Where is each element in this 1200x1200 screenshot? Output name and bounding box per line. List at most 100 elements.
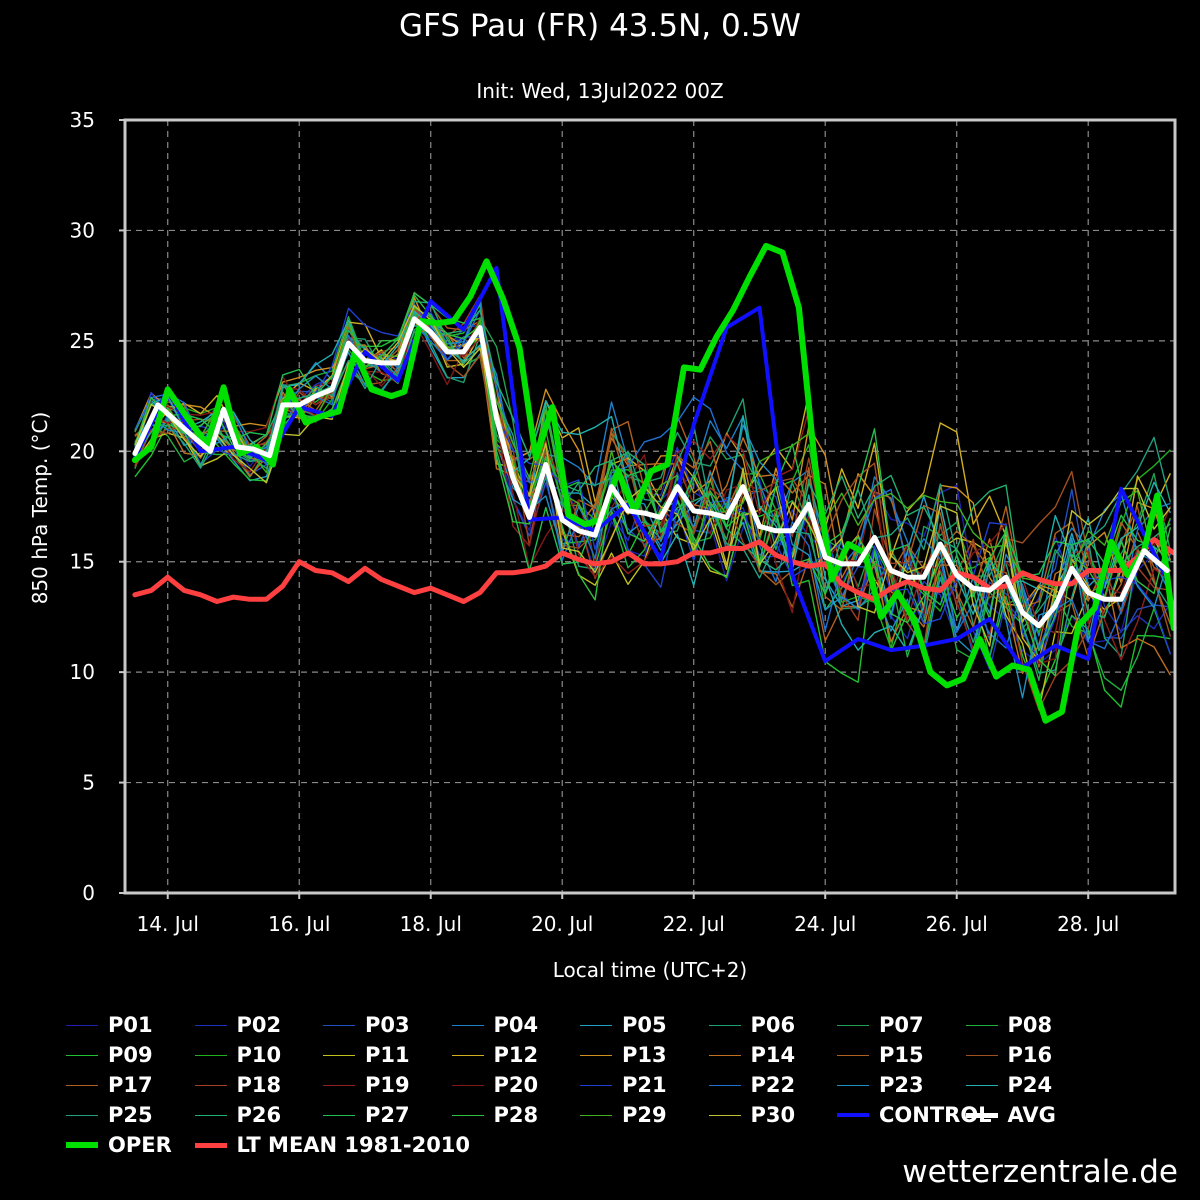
legend-swatch — [580, 1054, 612, 1056]
legend-swatch — [323, 1114, 355, 1116]
member-line-p06 — [134, 314, 1171, 657]
chart-title: GFS Pau (FR) 43.5N, 0.5W — [399, 8, 801, 44]
legend-swatch — [194, 1084, 227, 1086]
legend-entry-p01: P01 — [66, 1012, 153, 1038]
legend-entry-avg: AVG — [965, 1102, 1056, 1128]
legend-entry-lt: LT MEAN 1981-2010 — [194, 1132, 471, 1158]
legend-label: P27 — [365, 1103, 410, 1127]
legend-swatch — [965, 1024, 998, 1026]
legend-label: P29 — [622, 1103, 667, 1127]
legend-entry-p11: P11 — [323, 1042, 410, 1068]
legend-entry-p19: P19 — [323, 1072, 410, 1098]
chart-subtitle: Init: Wed, 13Jul2022 00Z — [476, 79, 724, 103]
legend-entry-p05: P05 — [580, 1012, 667, 1038]
legend-swatch — [965, 1112, 998, 1118]
legend-entry-p16: P16 — [965, 1042, 1053, 1068]
legend-swatch — [837, 1024, 869, 1026]
legend-entry-p09: P09 — [66, 1042, 153, 1068]
legend-swatch — [837, 1113, 869, 1117]
legend-label: LT MEAN 1981-2010 — [236, 1133, 471, 1157]
legend-entry-p27: P27 — [323, 1102, 410, 1128]
legend-label: P22 — [750, 1073, 796, 1097]
legend-swatch — [580, 1114, 612, 1116]
legend-entry-p30: P30 — [708, 1102, 796, 1128]
legend-swatch — [708, 1024, 741, 1026]
legend-swatch — [323, 1084, 355, 1086]
legend-entry-p17: P17 — [66, 1072, 153, 1098]
y-tick-label: 25 — [70, 329, 95, 353]
legend-swatch — [451, 1114, 484, 1116]
legend-entry-p10: P10 — [194, 1042, 281, 1068]
legend-label: P12 — [493, 1043, 539, 1067]
legend-swatch — [66, 1024, 98, 1026]
legend-entry-p02: P02 — [194, 1012, 282, 1038]
legend-label: P30 — [750, 1103, 796, 1127]
grid — [125, 120, 1175, 893]
axis-ticks: 0 5 10 15 20 25 30 35 14. Jul 16. Jul 18. Jul 20. J… — [70, 108, 1120, 936]
legend-label: P04 — [493, 1013, 539, 1037]
legend-label: P20 — [493, 1073, 539, 1097]
legend-entry-p28: P28 — [451, 1102, 538, 1128]
legend-entry-p15: P15 — [837, 1042, 924, 1068]
main-series — [131, 242, 1177, 724]
legend-label: OPER — [108, 1133, 172, 1157]
legend-entry-p14: P14 — [708, 1042, 795, 1068]
ensemble-members — [134, 291, 1172, 711]
member-line-p30 — [134, 305, 1171, 647]
member-line-p20 — [134, 317, 1172, 665]
legend-entry-p21: P21 — [580, 1072, 667, 1098]
x-tick-label: 20. Jul — [531, 912, 593, 936]
credit-text: wetterzentrale.de — [902, 1154, 1178, 1190]
series-line-oper — [131, 242, 1177, 724]
legend-entry-p26: P26 — [194, 1102, 281, 1128]
legend-swatch — [708, 1054, 741, 1056]
legend-label: P01 — [108, 1013, 153, 1037]
legend-swatch — [837, 1084, 869, 1086]
member-line-p17 — [134, 291, 1171, 668]
legend-entry-p23: P23 — [837, 1072, 924, 1098]
x-tick-label: 14. Jul — [137, 912, 199, 936]
y-tick-label: 5 — [82, 771, 95, 795]
legend-entry-p25: P25 — [66, 1102, 153, 1128]
legend-label: P23 — [879, 1073, 924, 1097]
x-tick-label: 18. Jul — [400, 912, 462, 936]
legend-label: P19 — [365, 1073, 410, 1097]
legend-entry-p08: P08 — [965, 1012, 1052, 1038]
legend-entry-p22: P22 — [708, 1072, 796, 1098]
legend-swatch — [66, 1084, 98, 1086]
x-tick-label: 28. Jul — [1057, 912, 1119, 936]
legend-label: P21 — [622, 1073, 667, 1097]
y-tick-label: 35 — [70, 108, 95, 132]
legend-entry-p24: P24 — [965, 1072, 1052, 1098]
member-line-p03 — [134, 311, 1171, 656]
legend-entry-p03: P03 — [323, 1012, 410, 1038]
legend-label: P02 — [236, 1013, 282, 1037]
x-tick-label: 22. Jul — [663, 912, 725, 936]
legend-swatch — [965, 1084, 998, 1086]
legend-swatch — [708, 1114, 741, 1116]
member-line-p12 — [134, 303, 1172, 662]
legend-entry-p13: P13 — [580, 1042, 667, 1068]
legend-swatch — [194, 1142, 227, 1148]
member-line-p29 — [134, 307, 1172, 589]
legend-label: P16 — [1007, 1043, 1053, 1067]
y-axis-label: 850 hPa Temp. (°C) — [28, 411, 52, 605]
legend-label: P03 — [365, 1013, 410, 1037]
legend-swatch — [194, 1054, 227, 1056]
legend-entry-p12: P12 — [451, 1042, 539, 1068]
legend-swatch — [451, 1054, 484, 1056]
x-axis-label: Local time (UTC+2) — [552, 958, 748, 982]
y-tick-label: 0 — [82, 881, 95, 905]
legend-entry-p20: P20 — [451, 1072, 539, 1098]
legend-label: P25 — [108, 1103, 153, 1127]
y-tick-label: 10 — [70, 660, 95, 684]
legend-swatch — [580, 1084, 612, 1086]
y-tick-label: 20 — [70, 439, 95, 463]
legend-entry-p04: P04 — [451, 1012, 539, 1038]
legend-swatch — [965, 1054, 998, 1056]
y-tick-label: 15 — [70, 550, 95, 574]
legend-swatch — [323, 1024, 355, 1026]
legend-label: P07 — [879, 1013, 924, 1037]
legend-label: P18 — [236, 1073, 282, 1097]
x-tick-label: 24. Jul — [794, 912, 856, 936]
